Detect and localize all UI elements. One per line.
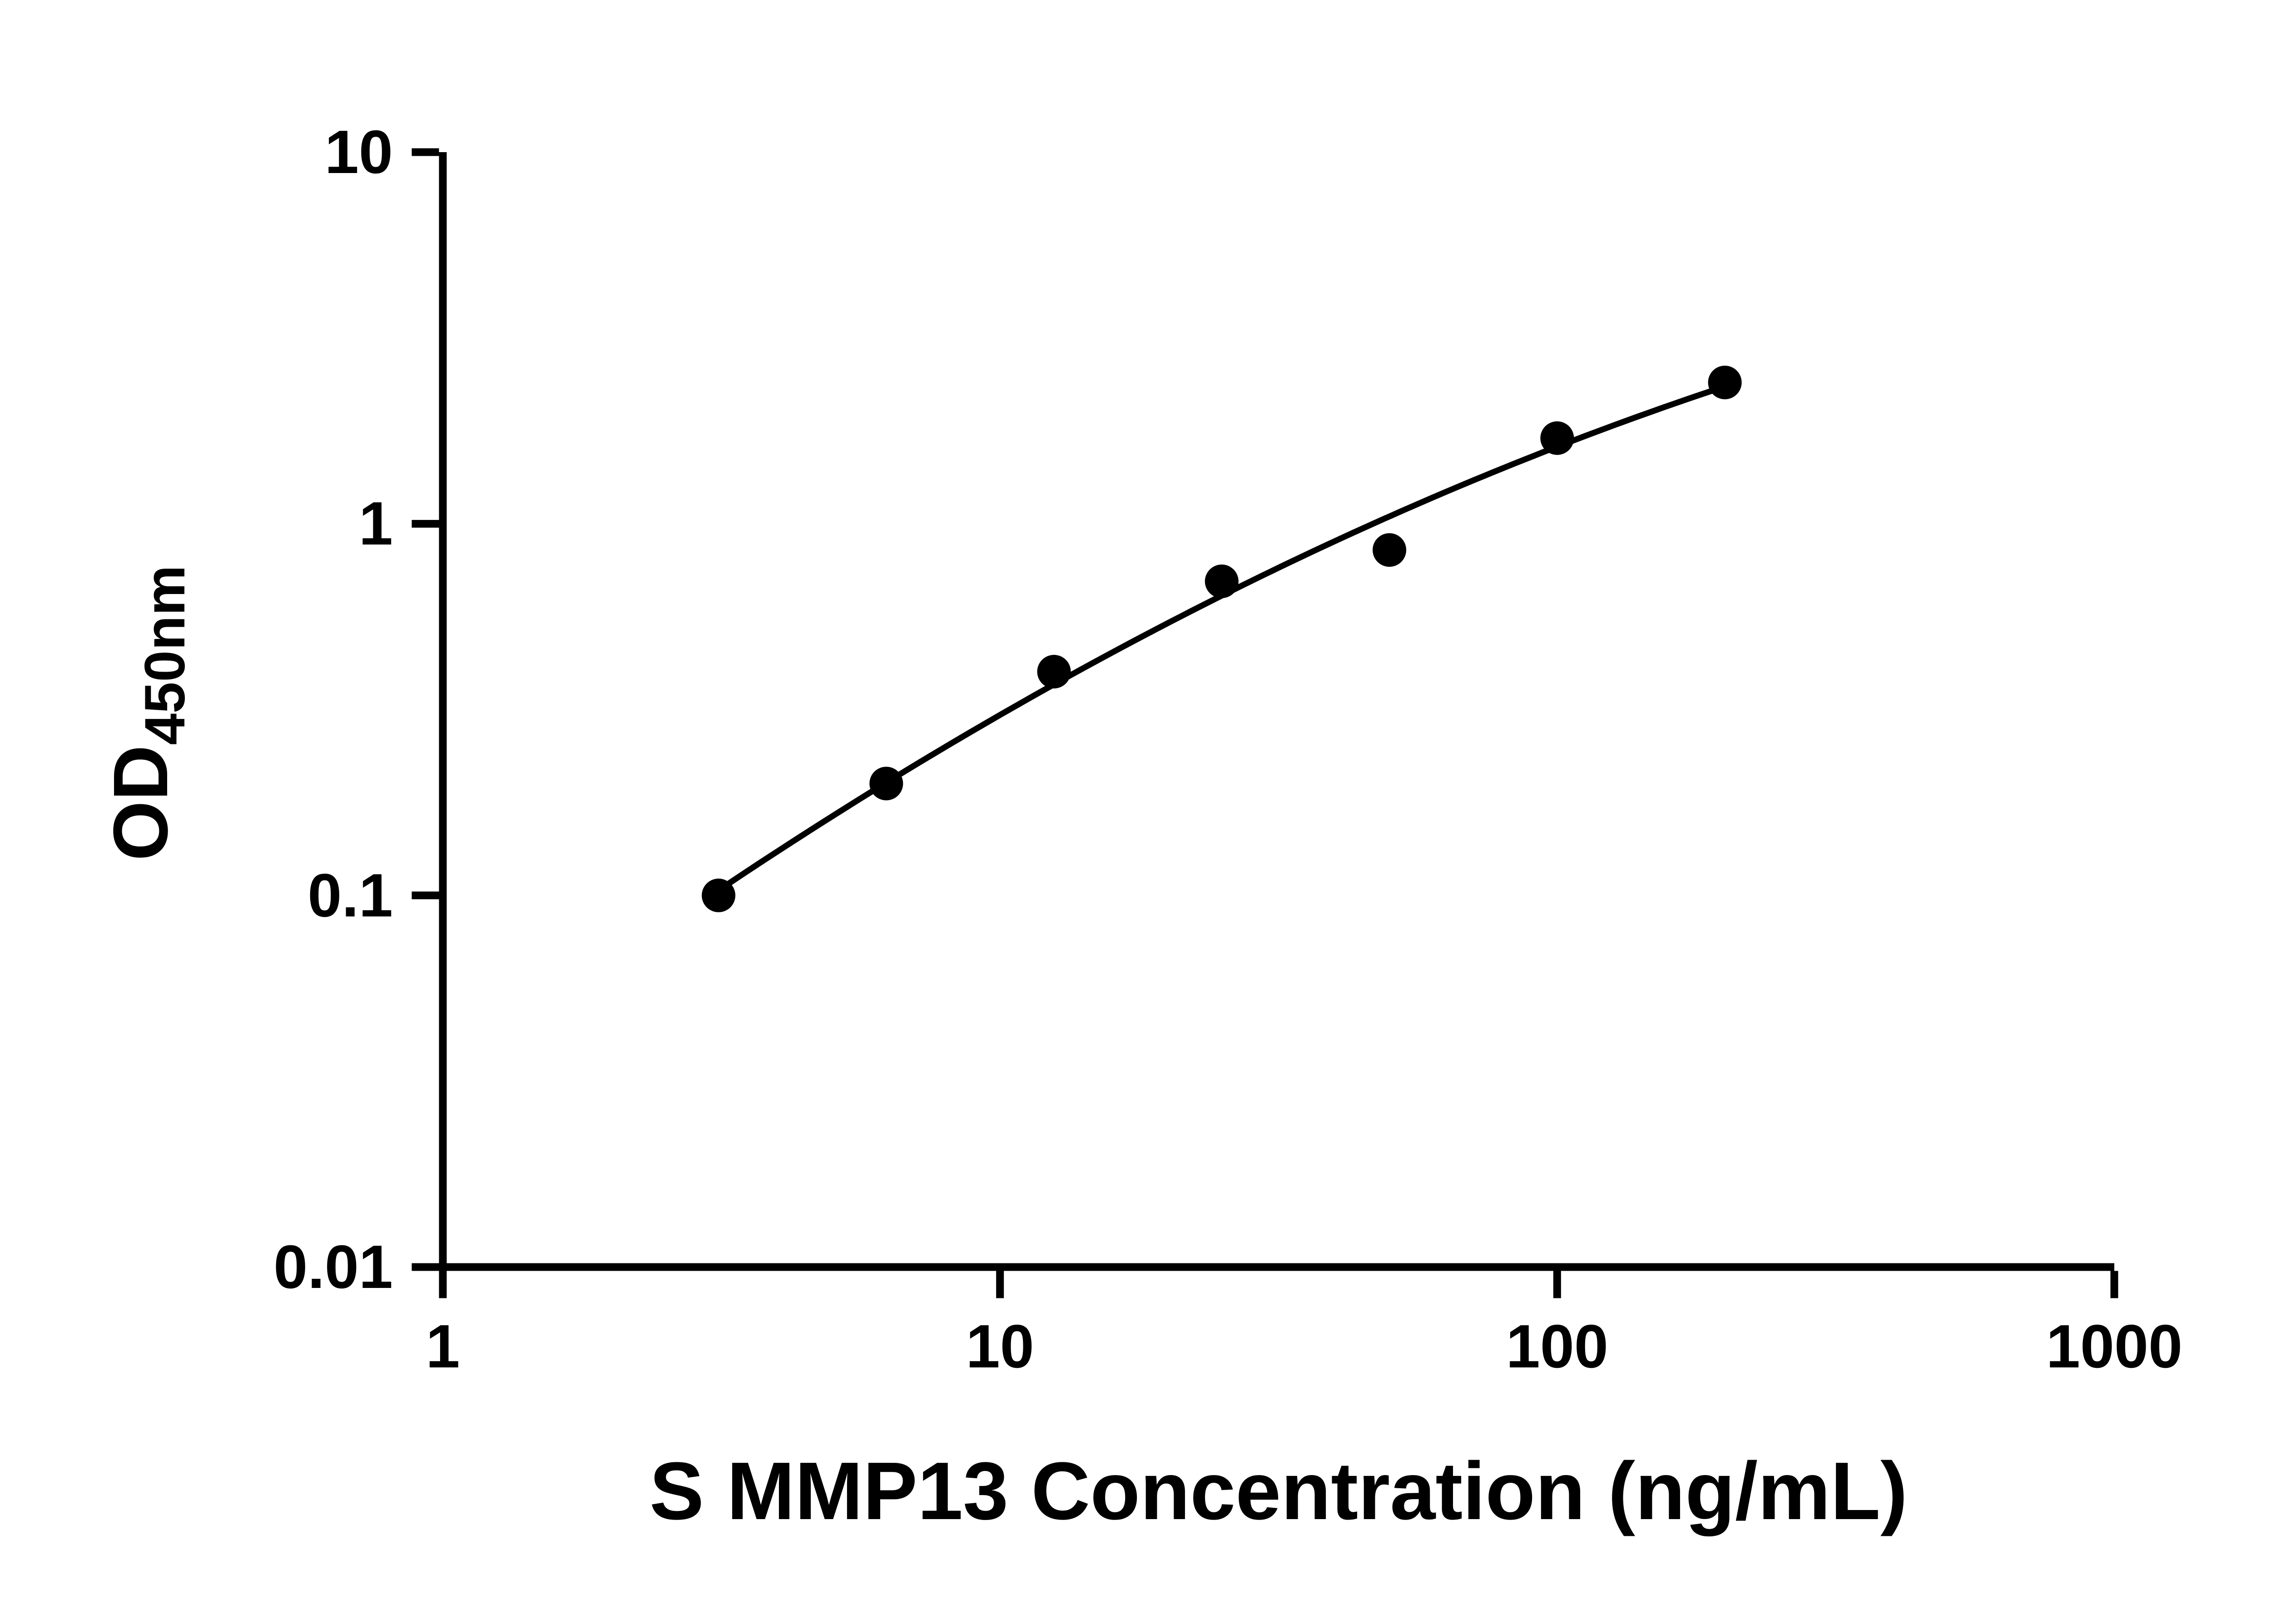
axes	[439, 152, 2114, 1271]
y-tick-label: 0.1	[307, 861, 393, 930]
x-tick-label: 10	[966, 1312, 1034, 1381]
x-axis-title: S MMP13 Concentration (ng/mL)	[649, 1446, 1908, 1537]
data-point	[1708, 366, 1742, 400]
y-axis-title-main: OD	[98, 745, 184, 861]
y-tick-label: 10	[324, 118, 393, 186]
data-point	[1037, 654, 1071, 688]
x-tick-label: 1000	[2046, 1312, 2183, 1381]
x-tick-label: 100	[1506, 1312, 1608, 1381]
y-tick-label: 0.01	[273, 1233, 393, 1301]
data-point	[869, 767, 903, 801]
fit-curve	[715, 383, 1728, 893]
data-point	[702, 878, 736, 912]
x-tick-label: 1	[426, 1312, 460, 1381]
data-point	[1205, 564, 1239, 599]
y-axis-title-subscript: 450nm	[134, 565, 197, 745]
y-tick-label: 1	[358, 489, 393, 558]
data-point	[1373, 533, 1407, 567]
data-point	[1540, 421, 1574, 455]
